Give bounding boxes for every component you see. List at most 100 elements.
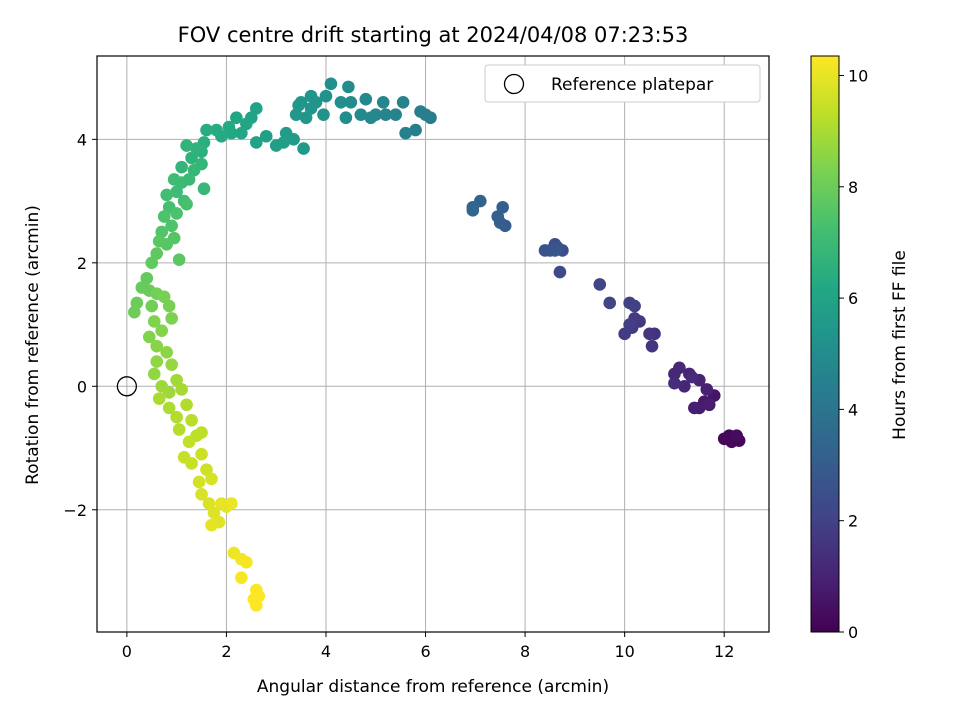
data-point xyxy=(344,96,358,109)
data-point xyxy=(354,108,368,121)
colorbar-tick-label: 0 xyxy=(848,623,858,642)
y-axis-ticks: −2 0 2 4 xyxy=(63,130,97,520)
data-point xyxy=(210,123,223,137)
data-point xyxy=(222,120,236,134)
data-point xyxy=(491,210,505,223)
colorbar-tick-label: 4 xyxy=(848,400,858,419)
data-point xyxy=(197,182,211,196)
legend: Reference platepar xyxy=(484,64,761,103)
data-point xyxy=(414,105,427,118)
data-point xyxy=(668,376,681,390)
data-point xyxy=(167,173,181,186)
data-point xyxy=(190,142,203,155)
x-tick-label: 8 xyxy=(520,642,530,661)
colorbar xyxy=(810,55,840,633)
data-point xyxy=(205,472,218,486)
x-tick-label: 2 xyxy=(221,642,231,661)
data-point xyxy=(147,367,161,381)
colorbar-label: Hours from first FF file xyxy=(890,250,910,440)
x-axis-ticks: 0 2 4 6 8 10 12 xyxy=(122,632,734,661)
reference-platepar-marker xyxy=(116,376,138,397)
data-point xyxy=(496,200,509,214)
data-point xyxy=(673,361,686,375)
data-point xyxy=(247,592,261,606)
data-point xyxy=(603,296,617,310)
data-point xyxy=(150,355,164,368)
y-axis-label: Rotation from reference (arcmin) xyxy=(23,205,43,485)
data-point xyxy=(466,200,480,214)
data-point xyxy=(389,108,402,121)
data-point xyxy=(170,207,183,220)
data-point xyxy=(200,463,213,476)
data-point xyxy=(195,426,208,439)
data-point xyxy=(249,102,263,115)
x-tick-label: 12 xyxy=(714,642,734,661)
data-point xyxy=(152,392,166,405)
data-point xyxy=(150,247,164,260)
data-point xyxy=(162,386,176,399)
data-point xyxy=(618,327,631,341)
data-point xyxy=(553,265,567,279)
data-point xyxy=(702,398,716,412)
data-point xyxy=(170,410,183,424)
data-point xyxy=(304,102,318,115)
data-point xyxy=(319,89,333,103)
data-point xyxy=(175,383,188,396)
y-tick-label: 4 xyxy=(77,130,87,149)
data-point xyxy=(128,305,141,319)
chart-title: FOV centre drift starting at 2024/04/08 … xyxy=(178,23,689,47)
data-point xyxy=(172,423,186,436)
data-point xyxy=(324,77,338,91)
data-point xyxy=(593,278,607,291)
data-point xyxy=(364,111,378,125)
data-point xyxy=(142,330,156,344)
data-point xyxy=(207,506,221,520)
data-point xyxy=(165,312,178,325)
data-point xyxy=(269,139,283,152)
data-point xyxy=(170,373,183,387)
data-point xyxy=(170,185,183,199)
data-point xyxy=(240,117,253,131)
data-point xyxy=(165,219,178,233)
x-axis-label: Angular distance from reference (arcmin) xyxy=(257,677,609,697)
data-point xyxy=(230,111,243,125)
y-tick-label: 2 xyxy=(77,254,87,273)
data-point xyxy=(259,129,273,143)
data-point xyxy=(548,244,562,257)
data-point xyxy=(225,497,238,510)
x-tick-label: 6 xyxy=(420,642,430,661)
y-tick-label: −2 xyxy=(63,501,87,520)
data-point xyxy=(359,92,373,106)
legend-marker-open-circle xyxy=(503,73,525,95)
data-point xyxy=(145,299,159,313)
data-point xyxy=(249,136,263,149)
data-point xyxy=(157,290,171,304)
data-point xyxy=(645,339,659,353)
data-point xyxy=(182,435,196,449)
data-point xyxy=(240,555,253,569)
data-point xyxy=(162,401,176,415)
data-point xyxy=(700,383,714,396)
data-point xyxy=(185,151,198,165)
data-point xyxy=(396,96,410,109)
data-point xyxy=(202,497,216,510)
data-point xyxy=(317,108,330,121)
data-point xyxy=(180,139,193,152)
colorbar-ticks: 0 2 4 6 8 10 xyxy=(839,66,868,642)
data-point xyxy=(304,89,318,103)
colorbar-tick-label: 2 xyxy=(848,512,858,531)
data-point xyxy=(334,96,348,109)
data-point xyxy=(200,123,213,137)
data-point xyxy=(623,296,636,310)
data-point xyxy=(678,379,691,393)
data-point xyxy=(160,346,173,359)
data-point xyxy=(299,111,313,125)
data-point xyxy=(409,123,422,137)
colorbar-tick-label: 10 xyxy=(848,66,868,85)
data-point xyxy=(192,475,206,489)
legend-box xyxy=(484,64,761,103)
data-point xyxy=(235,571,248,584)
data-point xyxy=(162,299,176,313)
data-point xyxy=(339,111,353,125)
